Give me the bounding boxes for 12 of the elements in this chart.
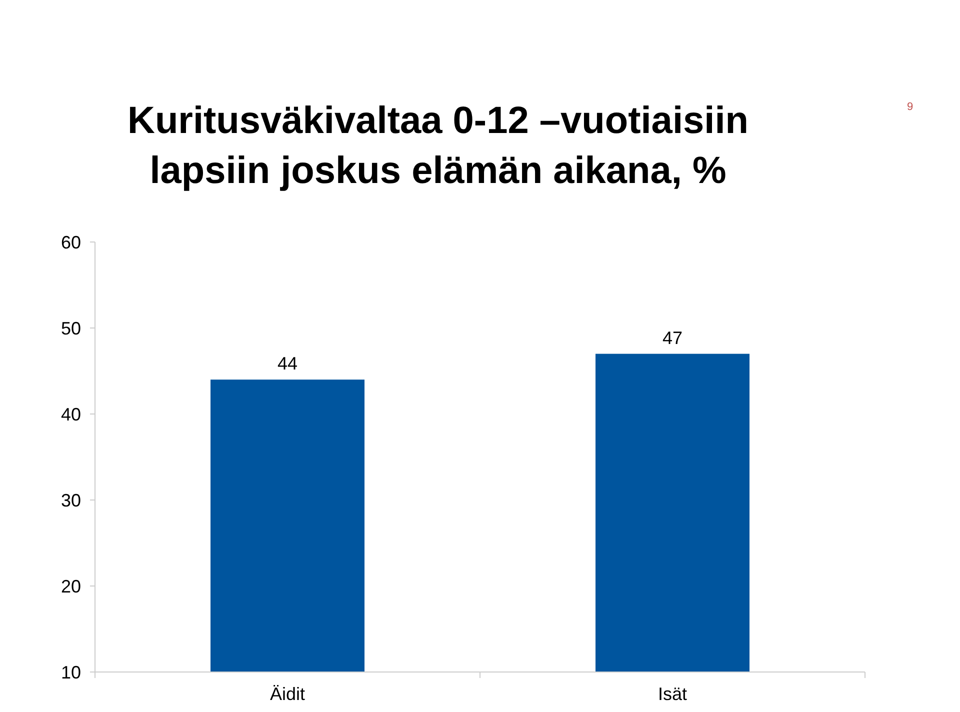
x-tick-label: Isät xyxy=(658,684,688,704)
y-tick-label: 30 xyxy=(60,490,81,510)
data-label: 44 xyxy=(277,354,298,374)
data-label: 47 xyxy=(662,328,683,348)
y-tick-label: 60 xyxy=(60,232,81,252)
text: 9 xyxy=(906,101,914,113)
chart-title: Kuritusväkivaltaa 0-12 –vuotiaisiin lapsiin joskus elämän aikana, % xyxy=(128,100,748,192)
y-tick-label: 10 xyxy=(60,662,81,682)
y-tick-label: 20 xyxy=(60,576,81,596)
y-tick-label: 40 xyxy=(60,404,81,424)
x-tick-label: Äidit xyxy=(270,684,306,704)
y-tick-label: 50 xyxy=(60,318,81,338)
